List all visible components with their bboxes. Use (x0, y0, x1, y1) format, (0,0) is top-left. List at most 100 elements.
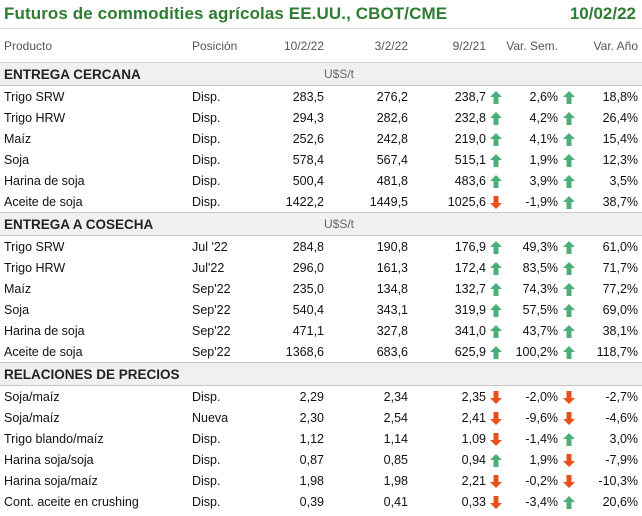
cell-value-3: 483,6 (454, 173, 486, 188)
cell-value-3: 172,4 (454, 260, 486, 275)
arrow-down-icon (558, 449, 580, 470)
cell-var-sem: -3,4% (525, 494, 559, 509)
cell-value-3: 2,21 (461, 473, 486, 488)
arrow-up-icon (558, 299, 580, 320)
cell-value-2: 0,85 (383, 452, 408, 467)
cell-var-sem: 74,3% (522, 281, 559, 296)
table-row: Aceite de soja Sep'22 1368,6 683,6 625,9 100,… (0, 341, 642, 363)
cell-var-anio: 26,4% (602, 110, 639, 125)
page-title: Futuros de commodities agrícolas EE.UU.,… (4, 4, 448, 23)
arrow-up-icon (558, 149, 580, 170)
cell-producto: Maíz (4, 281, 32, 296)
cell-posicion: Disp. (192, 494, 221, 509)
cell-var-anio: -4,6% (605, 410, 639, 425)
header-date-2: 3/2/22 (324, 29, 408, 63)
cell-value-2: 567,4 (376, 152, 408, 167)
cell-value-3: 625,9 (454, 344, 486, 359)
cell-producto: Cont. aceite en crushing (4, 494, 139, 509)
cell-value-3: 0,94 (461, 452, 486, 467)
header-date-1: 10/2/22 (272, 29, 324, 63)
cell-producto: Trigo blando/maíz (4, 431, 104, 446)
cell-posicion: Disp. (192, 131, 221, 146)
cell-posicion: Sep'22 (192, 323, 231, 338)
cell-value-1: 2,30 (299, 410, 324, 425)
cell-var-sem: 1,9% (529, 152, 559, 167)
cell-value-3: 2,41 (461, 410, 486, 425)
arrow-up-icon (486, 236, 506, 258)
cell-var-anio: 61,0% (602, 239, 639, 254)
table-body: Producto Posición 10/2/22 3/2/22 9/2/21 … (0, 29, 642, 512)
arrow-down-icon (558, 407, 580, 428)
arrow-up-icon (558, 191, 580, 213)
arrow-up-icon (486, 341, 506, 363)
cell-var-anio: 118,7% (596, 344, 639, 359)
cell-posicion: Disp. (192, 89, 221, 104)
cell-producto: Harina soja/maíz (4, 473, 98, 488)
section-unit (324, 362, 642, 386)
cell-value-2: 0,41 (383, 494, 408, 509)
cell-value-1: 1368,6 (285, 344, 324, 359)
cell-value-1: 0,39 (299, 494, 324, 509)
cell-posicion: Disp. (192, 152, 221, 167)
cell-value-2: 282,6 (376, 110, 408, 125)
cell-var-anio: 38,7% (602, 194, 639, 209)
arrow-down-icon (486, 470, 506, 491)
cell-producto: Soja (4, 302, 30, 317)
arrow-up-icon (486, 170, 506, 191)
cell-var-anio: 12,3% (602, 152, 639, 167)
cell-var-sem: 4,2% (529, 110, 559, 125)
header-producto: Producto (0, 29, 190, 63)
section-header: RELACIONES DE PRECIOS (0, 362, 642, 386)
cell-value-3: 176,9 (454, 239, 486, 254)
cell-var-sem: 2,6% (529, 89, 559, 104)
cell-value-2: 190,8 (376, 239, 408, 254)
cell-var-anio: 20,6% (602, 494, 639, 509)
cell-posicion: Disp. (192, 431, 221, 446)
cell-value-3: 1,09 (461, 431, 486, 446)
arrow-up-icon (558, 491, 580, 512)
cell-var-sem: 1,9% (529, 452, 559, 467)
cell-value-1: 471,1 (292, 323, 324, 338)
table-row: Harina soja/soja Disp. 0,87 0,85 0,94 1,9% -7,… (0, 449, 642, 470)
cell-var-sem: 57,5% (522, 302, 559, 317)
cell-var-sem: 43,7% (522, 323, 559, 338)
arrow-up-icon (558, 86, 580, 108)
cell-var-anio: 15,4% (602, 131, 639, 146)
arrow-down-icon (486, 428, 506, 449)
cell-var-anio: -7,9% (605, 452, 639, 467)
cell-var-sem: -1,4% (525, 431, 559, 446)
arrow-up-icon (486, 257, 506, 278)
cell-producto: Trigo SRW (4, 89, 65, 104)
cell-value-2: 2,54 (383, 410, 408, 425)
cell-value-2: 1,98 (383, 473, 408, 488)
cell-producto: Maíz (4, 131, 32, 146)
cell-producto: Aceite de soja (4, 344, 83, 359)
arrow-up-icon (486, 299, 506, 320)
cell-producto: Trigo HRW (4, 260, 66, 275)
title-bar: Futuros de commodities agrícolas EE.UU.,… (0, 0, 642, 29)
commodities-table: Producto Posición 10/2/22 3/2/22 9/2/21 … (0, 29, 642, 512)
cell-var-anio: 77,2% (602, 281, 639, 296)
cell-posicion: Sep'22 (192, 281, 231, 296)
cell-value-2: 1,14 (383, 431, 408, 446)
cell-value-2: 161,3 (376, 260, 408, 275)
cell-value-2: 134,8 (376, 281, 408, 296)
cell-producto: Aceite de soja (4, 194, 83, 209)
cell-value-3: 515,1 (454, 152, 486, 167)
cell-value-3: 0,33 (461, 494, 486, 509)
cell-var-anio: 18,8% (602, 89, 639, 104)
cell-value-1: 283,5 (292, 89, 324, 104)
section-title: RELACIONES DE PRECIOS (0, 362, 324, 386)
arrow-up-icon (558, 428, 580, 449)
cell-producto: Trigo HRW (4, 110, 66, 125)
cell-value-2: 343,1 (376, 302, 408, 317)
cell-var-sem: 4,1% (529, 131, 559, 146)
arrow-up-icon (558, 107, 580, 128)
cell-posicion: Disp. (192, 452, 221, 467)
cell-var-sem: 100,2% (515, 344, 559, 359)
table-row: Soja/maíz Disp. 2,29 2,34 2,35 -2,0% -2,7% (0, 386, 642, 408)
cell-var-sem: -2,0% (525, 389, 559, 404)
arrow-down-icon (558, 386, 580, 408)
cell-value-1: 296,0 (292, 260, 324, 275)
cell-value-3: 232,8 (454, 110, 486, 125)
